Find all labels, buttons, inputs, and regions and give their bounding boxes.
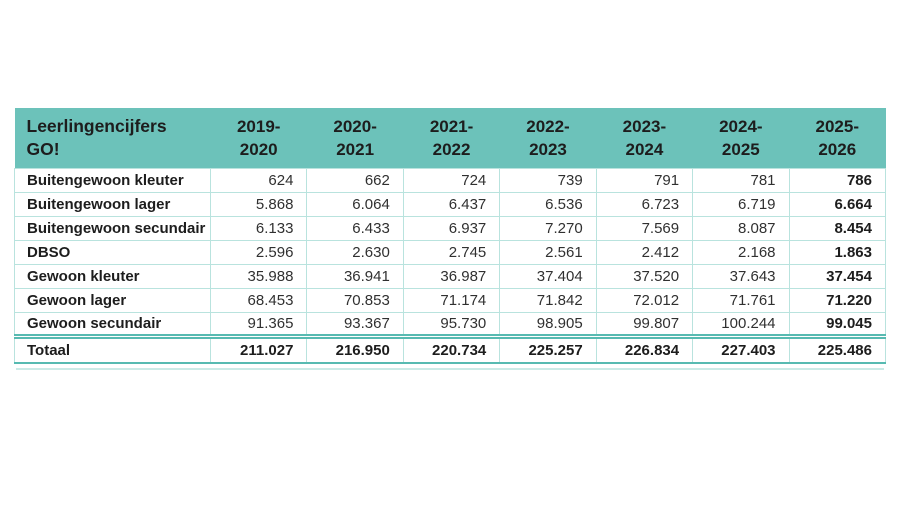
value-cell: 37.404 (499, 264, 597, 289)
value-cell: 2.630 (306, 240, 404, 265)
table-row: Gewoon secundair 91.365 93.367 95.730 98.905… (14, 312, 887, 337)
value-cell: 7.270 (499, 216, 597, 241)
year-header-cell: 2022-2023 (499, 108, 597, 169)
value-cell: 739 (499, 168, 597, 193)
value-cell: 724 (402, 168, 501, 193)
value-cell: 6.433 (306, 216, 404, 241)
total-value-cell: 225.486 (788, 334, 887, 364)
value-cell: 100.244 (692, 312, 790, 337)
total-value-cell: 216.950 (306, 334, 404, 364)
value-cell: 71.174 (402, 288, 501, 313)
value-cell: 8.454 (788, 216, 887, 241)
value-cell: 8.087 (692, 216, 790, 241)
value-cell: 6.437 (402, 192, 501, 217)
value-cell: 1.863 (788, 240, 887, 265)
year-header-cell: 2021-2022 (403, 108, 500, 169)
row-label-cell: Gewoon kleuter (14, 264, 211, 289)
value-cell: 71.761 (692, 288, 790, 313)
value-cell: 6.937 (402, 216, 501, 241)
row-label-cell: Buitengewoon kleuter (14, 168, 211, 193)
value-cell: 2.168 (692, 240, 790, 265)
table-body: Buitengewoon kleuter 624 662 724 739 791 781 78… (14, 168, 887, 337)
value-cell: 6.719 (692, 192, 790, 217)
table-footer: Totaal 211.027 216.950 220.734 225.257 226.8… (14, 334, 887, 364)
value-cell: 99.807 (595, 312, 694, 337)
row-label-cell: Buitengewoon secundair (14, 216, 211, 241)
year-header-cell: 2024-2025 (692, 108, 790, 169)
total-value-cell: 226.834 (595, 334, 694, 364)
value-cell: 91.365 (209, 312, 308, 337)
value-cell: 786 (788, 168, 887, 193)
value-cell: 95.730 (402, 312, 501, 337)
row-label-cell: Gewoon secundair (14, 312, 211, 337)
value-cell: 2.745 (402, 240, 501, 265)
table-row: DBSO 2.596 2.630 2.745 2.561 2.412 2.168 1.863 (14, 240, 887, 265)
year-header-cell: 2023-2024 (596, 108, 693, 169)
row-label-cell: Gewoon lager (14, 288, 211, 313)
value-cell: 624 (209, 168, 308, 193)
value-cell: 98.905 (499, 312, 597, 337)
table-title: Leerlingencijfers GO! (14, 108, 211, 169)
total-value-cell: 220.734 (402, 334, 501, 364)
total-row: Totaal 211.027 216.950 220.734 225.257 226.8… (14, 334, 887, 364)
value-cell: 71.842 (499, 288, 597, 313)
value-cell: 2.412 (595, 240, 694, 265)
row-label-cell: Buitengewoon lager (14, 192, 211, 217)
value-cell: 2.596 (209, 240, 308, 265)
total-value-cell: 227.403 (692, 334, 790, 364)
table-row: Buitengewoon secundair 6.133 6.433 6.937 7.2… (14, 216, 887, 241)
year-header-cell: 2020-2021 (306, 108, 404, 169)
value-cell: 662 (306, 168, 404, 193)
total-value-cell: 225.257 (499, 334, 597, 364)
leerlingencijfers-table: Leerlingencijfers GO! 2019-2020 2020-2021… (14, 108, 887, 364)
value-cell: 6.064 (306, 192, 404, 217)
value-cell: 93.367 (306, 312, 404, 337)
value-cell: 37.520 (595, 264, 694, 289)
value-cell: 6.664 (788, 192, 887, 217)
year-header-cell: 2025-2026 (789, 108, 886, 169)
year-header-cell: 2019-2020 (210, 108, 307, 169)
value-cell: 71.220 (788, 288, 887, 313)
value-cell: 791 (595, 168, 694, 193)
student-numbers-tablebox: Leerlingencijfers GO! 2019-2020 2020-2021… (14, 108, 887, 369)
value-cell: 68.453 (209, 288, 308, 313)
value-cell: 6.723 (595, 192, 694, 217)
table-header: Leerlingencijfers GO! 2019-2020 2020-2021… (14, 108, 886, 169)
table-row: Gewoon kleuter 35.988 36.941 36.987 37.404 37… (14, 264, 887, 289)
value-cell: 70.853 (306, 288, 404, 313)
row-label-cell: DBSO (14, 240, 211, 265)
value-cell: 6.133 (209, 216, 308, 241)
value-cell: 36.987 (402, 264, 501, 289)
value-cell: 5.868 (209, 192, 308, 217)
header-row: Leerlingencijfers GO! 2019-2020 2020-2021… (14, 108, 886, 169)
total-label-cell: Totaal (14, 334, 211, 364)
value-cell: 6.536 (499, 192, 597, 217)
value-cell: 36.941 (306, 264, 404, 289)
value-cell: 72.012 (595, 288, 694, 313)
table-row: Buitengewoon lager 5.868 6.064 6.437 6.536 6.… (14, 192, 887, 217)
table-row: Buitengewoon kleuter 624 662 724 739 791 781 78… (14, 168, 887, 193)
total-value-cell: 211.027 (209, 334, 308, 364)
value-cell: 35.988 (209, 264, 308, 289)
value-cell: 781 (692, 168, 790, 193)
value-cell: 37.643 (692, 264, 790, 289)
value-cell: 37.454 (788, 264, 887, 289)
value-cell: 2.561 (499, 240, 597, 265)
value-cell: 7.569 (595, 216, 694, 241)
table-row: Gewoon lager 68.453 70.853 71.174 71.842 72.0… (14, 288, 887, 313)
value-cell: 99.045 (788, 312, 887, 337)
